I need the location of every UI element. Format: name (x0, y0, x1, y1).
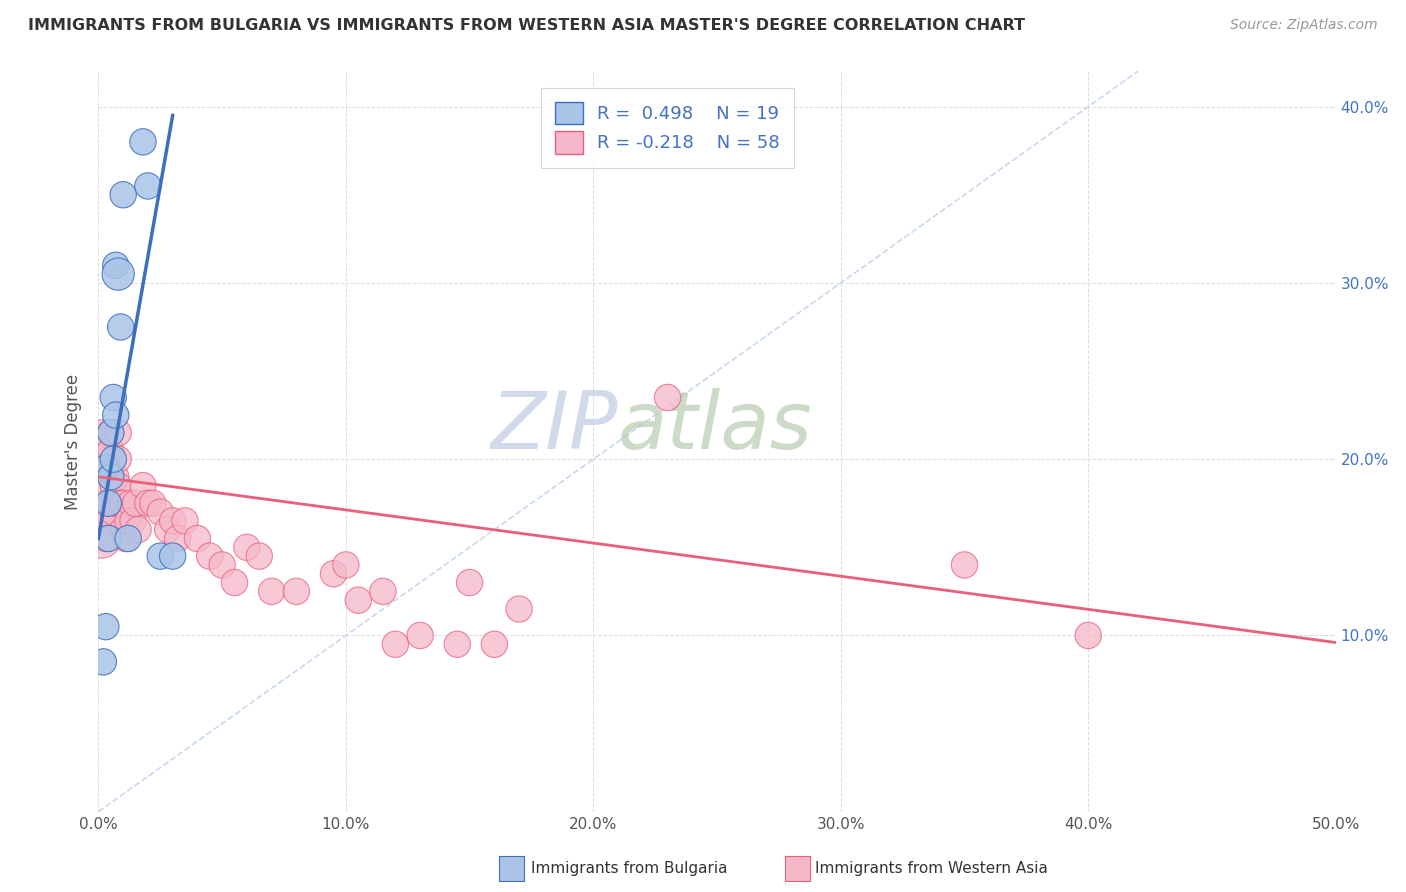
Point (1077, 628, 1099, 642)
Point (97, 496, 120, 510)
Point (97, 452, 120, 467)
Point (107, 425, 129, 440)
Point (117, 514, 139, 528)
Point (156, 523, 179, 537)
Point (100, 425, 122, 440)
Point (186, 532, 208, 546)
Point (100, 470, 122, 484)
Text: Immigrants from Bulgaria: Immigrants from Bulgaria (531, 862, 728, 876)
Point (162, 549, 184, 563)
Point (100, 470, 122, 484)
Point (97, 514, 120, 528)
Point (110, 320, 132, 334)
Point (142, 496, 165, 510)
Point (114, 532, 136, 546)
Point (149, 549, 172, 563)
Point (97, 461, 120, 475)
Point (103, 391, 125, 405)
Point (93, 496, 115, 510)
Point (136, 178, 159, 193)
Point (136, 496, 159, 510)
Point (384, 637, 406, 651)
Point (458, 575, 481, 590)
Point (103, 505, 125, 519)
Text: Immigrants from Western Asia: Immigrants from Western Asia (815, 862, 1049, 876)
Point (174, 514, 197, 528)
Point (149, 505, 172, 519)
Point (162, 514, 184, 528)
Point (97, 532, 120, 546)
Point (94, 461, 117, 475)
Point (127, 523, 149, 537)
Point (100, 443, 122, 458)
Point (211, 558, 233, 572)
Point (166, 532, 188, 546)
Point (484, 637, 506, 651)
Point (132, 478, 155, 492)
Point (100, 496, 122, 510)
Point (285, 584, 308, 599)
Point (104, 496, 127, 510)
Point (657, 391, 679, 405)
Point (122, 514, 145, 528)
Point (112, 496, 135, 510)
Point (107, 267, 129, 281)
Point (104, 258, 127, 272)
Point (112, 187, 135, 202)
Point (446, 637, 468, 651)
Point (103, 452, 125, 467)
Point (112, 523, 135, 537)
Point (94, 619, 117, 633)
Point (94, 505, 117, 519)
Point (236, 541, 259, 555)
Y-axis label: Master's Degree: Master's Degree (65, 374, 83, 509)
Point (103, 478, 125, 492)
Point (94, 532, 117, 546)
Point (260, 584, 283, 599)
Point (93, 655, 115, 669)
Text: ZIP: ZIP (491, 388, 619, 466)
Point (198, 549, 221, 563)
Point (100, 425, 122, 440)
Point (94, 478, 117, 492)
Point (247, 549, 270, 563)
Text: IMMIGRANTS FROM BULGARIA VS IMMIGRANTS FROM WESTERN ASIA MASTER'S DEGREE CORRELA: IMMIGRANTS FROM BULGARIA VS IMMIGRANTS F… (28, 18, 1025, 33)
Point (409, 628, 432, 642)
Legend: R =  0.498    N = 19, R = -0.218    N = 58: R = 0.498 N = 19, R = -0.218 N = 58 (541, 87, 794, 168)
Point (124, 496, 146, 510)
Point (104, 408, 127, 422)
Point (335, 558, 357, 572)
Point (508, 602, 530, 616)
Point (117, 532, 139, 546)
Point (107, 478, 129, 492)
Point (90, 532, 112, 546)
Point (322, 566, 344, 581)
Point (120, 496, 142, 510)
Point (371, 584, 394, 599)
Point (132, 135, 155, 149)
Point (93, 425, 115, 440)
Point (104, 470, 127, 484)
Point (107, 452, 129, 467)
Point (224, 575, 246, 590)
Point (347, 593, 370, 607)
Text: atlas: atlas (619, 388, 813, 466)
Point (90, 514, 112, 528)
Text: Source: ZipAtlas.com: Source: ZipAtlas.com (1230, 18, 1378, 32)
Point (110, 496, 132, 510)
Point (953, 558, 976, 572)
